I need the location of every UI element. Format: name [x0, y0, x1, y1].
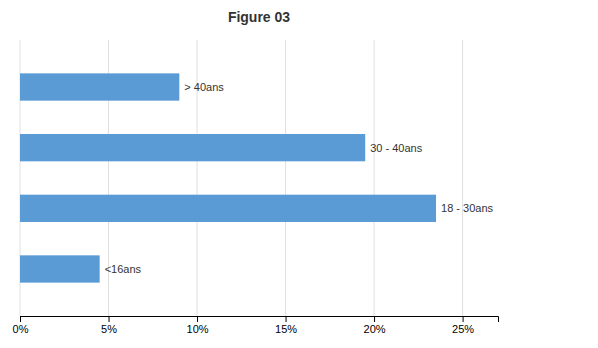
chart: 0% 5% 10% 15% 20% 25% <16ans 18 - 30ans 30 - 40a…	[0, 0, 598, 348]
tick-label: 15%	[275, 323, 297, 335]
category-labels: <16ans 18 - 30ans 30 - 40ans > 40ans	[105, 81, 494, 275]
tick: 15%	[275, 316, 297, 335]
tick: 20%	[364, 316, 386, 335]
grid	[20, 40, 463, 316]
tick: 25%	[452, 316, 474, 335]
grid-line	[374, 40, 375, 316]
tick-label: 5%	[101, 323, 117, 335]
plot: 0% 5% 10% 15% 20% 25% <16ans 18 - 30ans 30 - 40a…	[13, 40, 499, 335]
bar	[20, 195, 436, 222]
tick-mark	[20, 316, 21, 322]
bars	[20, 73, 436, 282]
tick-label: 20%	[364, 323, 386, 335]
tick-mark	[109, 316, 110, 322]
category-label: > 40ans	[184, 81, 224, 93]
bar	[20, 255, 100, 282]
bar	[20, 73, 179, 100]
tick-label: 25%	[452, 323, 474, 335]
axis-line	[21, 317, 499, 323]
grid-line	[462, 40, 463, 316]
bar	[20, 134, 365, 161]
tick: 5%	[101, 316, 117, 335]
tick-label: 10%	[187, 323, 209, 335]
tick-mark	[286, 316, 287, 322]
tick-mark	[463, 316, 464, 322]
category-label: 30 - 40ans	[370, 142, 422, 154]
category-label: <16ans	[105, 263, 142, 275]
tick: 10%	[187, 316, 209, 335]
x-axis: 0% 5% 10% 15% 20% 25%	[13, 316, 499, 335]
tick-mark	[197, 316, 198, 322]
tick: 0%	[13, 316, 29, 335]
tick-label: 0%	[13, 323, 29, 335]
title: Figure 03	[228, 9, 290, 25]
category-label: 18 - 30ans	[441, 202, 493, 214]
tick-mark	[374, 316, 375, 322]
grid-line	[285, 40, 286, 316]
